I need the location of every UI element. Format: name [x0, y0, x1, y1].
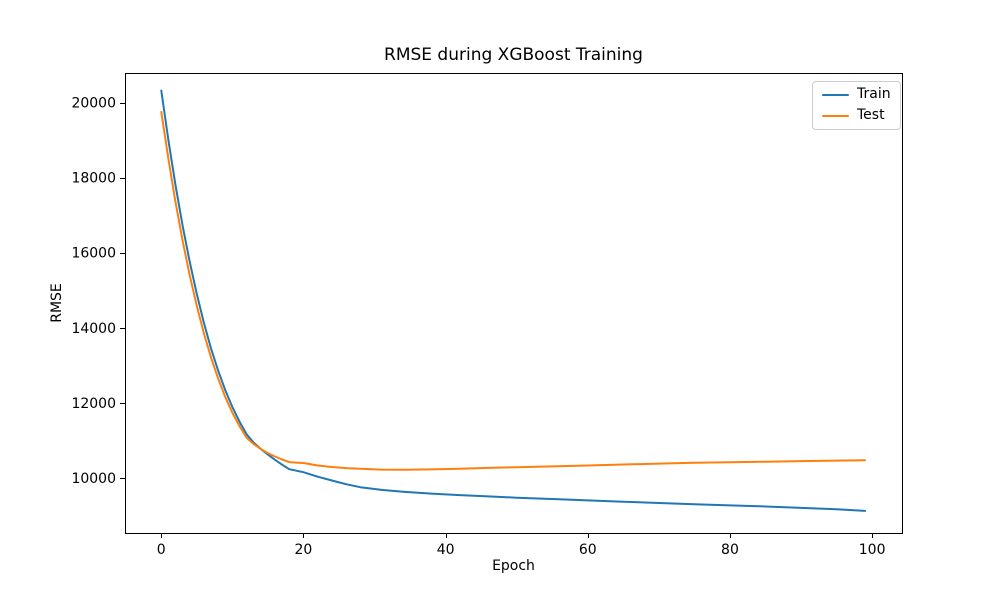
x-tick-label: 80 — [721, 542, 739, 558]
x-tick-label: 40 — [437, 542, 455, 558]
x-tick-label: 60 — [579, 542, 597, 558]
legend-line-swatch — [822, 115, 849, 118]
x-tick-label: 100 — [859, 542, 886, 558]
legend-line-swatch — [822, 93, 849, 96]
y-axis-label: RMSE — [49, 283, 65, 323]
x-axis-label: Epoch — [492, 558, 535, 574]
series-line-train — [160, 89, 866, 512]
y-tick-label: 14000 — [71, 321, 116, 337]
legend-item-test: Test — [822, 107, 891, 124]
y-tick-label: 20000 — [71, 96, 116, 112]
y-tick-label: 10000 — [71, 471, 116, 487]
legend-label: Test — [857, 107, 885, 124]
y-tick-label: 18000 — [71, 171, 116, 187]
x-tick-label: 20 — [295, 542, 313, 558]
chart-title: RMSE during XGBoost Training — [384, 45, 643, 65]
legend: Train Test — [812, 81, 901, 130]
legend-label: Train — [857, 86, 891, 102]
legend-item-train: Train — [822, 86, 891, 102]
x-tick-label: 0 — [157, 542, 166, 558]
y-tick-label: 12000 — [71, 396, 116, 412]
series-line-test — [160, 111, 866, 471]
y-tick-label: 16000 — [71, 246, 116, 262]
axes-frame — [125, 73, 903, 534]
